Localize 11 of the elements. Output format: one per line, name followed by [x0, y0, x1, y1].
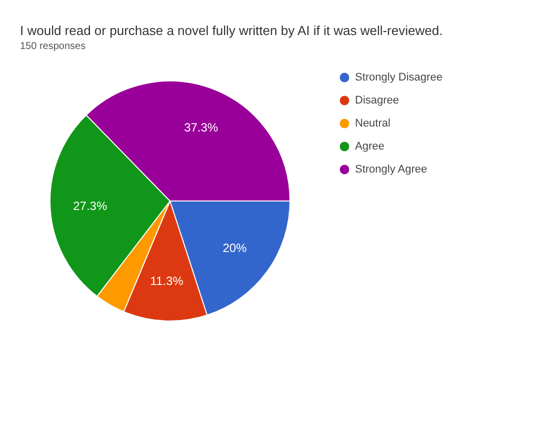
chart-title: I would read or purchase a novel fully written by AI if it was well-reviewed. — [20, 23, 443, 38]
chart-subtitle: 150 responses — [20, 41, 86, 52]
legend-label: Strongly Agree — [355, 164, 428, 176]
legend-label: Agree — [355, 140, 384, 152]
data-label: 37.3% — [184, 120, 218, 134]
legend-label: Disagree — [355, 94, 400, 106]
legend-label: Strongly Disagree — [355, 72, 442, 84]
data-label: 20% — [222, 241, 248, 256]
legend-label: Neutral — [355, 118, 390, 130]
data-label: 11.3% — [150, 274, 184, 288]
data-label: 27.3% — [73, 198, 108, 213]
